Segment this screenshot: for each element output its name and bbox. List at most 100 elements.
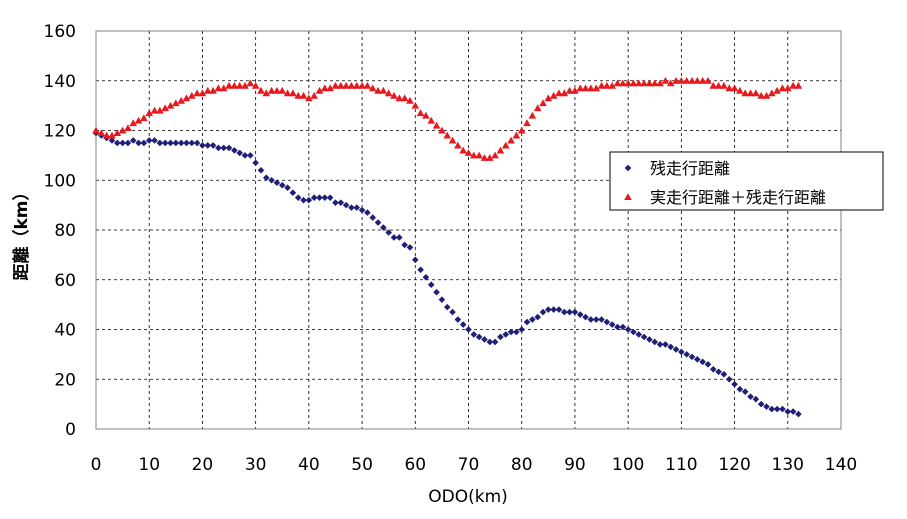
legend-diamond-marker (624, 164, 632, 172)
data-point (549, 91, 558, 99)
data-point (624, 326, 632, 333)
data-point (353, 204, 361, 211)
data-point (608, 321, 616, 328)
data-point (715, 368, 722, 376)
data-point (305, 196, 313, 204)
data-point (390, 234, 398, 241)
data-point (257, 86, 265, 94)
x-tick-label: 40 (298, 455, 320, 475)
data-point (135, 139, 142, 147)
data-point (678, 348, 685, 356)
data-point (783, 84, 792, 92)
data-point (752, 89, 760, 97)
data-point (182, 94, 191, 102)
data-point (560, 308, 568, 316)
data-point (278, 181, 286, 189)
data-point (92, 126, 100, 134)
data-point (214, 84, 223, 92)
data-point (124, 124, 132, 132)
data-point (496, 146, 505, 154)
data-point (177, 139, 185, 147)
data-point (513, 328, 520, 336)
data-point (219, 84, 228, 92)
legend-label-series-2: 実走行距離＋残走行距離 (650, 188, 826, 207)
data-point (672, 76, 680, 84)
data-point (326, 194, 334, 201)
data-point (427, 116, 436, 124)
x-tick-label: 140 (825, 455, 857, 475)
data-point (603, 81, 611, 89)
data-point (630, 328, 637, 336)
x-tick-label: 50 (351, 455, 373, 475)
data-point (598, 316, 605, 323)
legend-item-series-2: 実走行距離＋残走行距離 (624, 188, 826, 207)
data-point (427, 281, 435, 289)
data-point (646, 336, 653, 343)
data-point (406, 96, 414, 104)
data-point (470, 151, 478, 159)
data-point (714, 81, 723, 89)
data-point (358, 206, 366, 214)
data-point (688, 353, 696, 361)
data-point (150, 106, 159, 114)
data-point (230, 81, 239, 89)
data-point (608, 81, 616, 89)
data-point (635, 331, 643, 338)
data-point (113, 129, 122, 137)
data-point (209, 86, 217, 94)
x-tick-label: 10 (138, 455, 160, 475)
data-point (480, 154, 489, 161)
data-point (198, 89, 207, 97)
data-point (683, 351, 690, 358)
data-point (284, 184, 291, 192)
data-point (459, 146, 467, 154)
data-point (699, 358, 706, 366)
data-point (768, 89, 776, 97)
data-point (336, 81, 345, 89)
data-point (406, 244, 414, 251)
data-point (257, 167, 265, 174)
data-point (193, 139, 201, 147)
data-point (401, 241, 408, 249)
data-point (321, 84, 329, 92)
data-point (97, 129, 106, 137)
x-tick-label: 110 (665, 455, 697, 475)
data-point (459, 321, 467, 328)
data-point (465, 326, 472, 333)
data-point (566, 308, 573, 316)
data-point (576, 311, 584, 318)
data-point (571, 308, 579, 316)
data-point (645, 79, 654, 87)
y-tick-label: 60 (54, 271, 76, 291)
data-point (416, 109, 425, 117)
data-point (411, 101, 420, 109)
data-point (545, 306, 552, 313)
data-point (315, 86, 324, 94)
data-point (730, 84, 739, 92)
data-point (352, 81, 361, 89)
data-point (544, 94, 553, 102)
data-point (348, 204, 355, 211)
legend: 残走行距離 実走行距離＋残走行距離 (609, 151, 884, 211)
data-point (667, 343, 675, 351)
series-1 (92, 129, 802, 418)
data-point (102, 131, 111, 139)
data-point (736, 385, 744, 393)
data-point (694, 356, 701, 363)
data-point (757, 400, 765, 408)
data-point (411, 256, 419, 264)
data-point (310, 91, 318, 99)
data-point (640, 333, 648, 341)
data-point (534, 313, 541, 321)
data-point (113, 139, 121, 147)
data-point (151, 137, 158, 144)
y-tick-label: 40 (54, 321, 76, 341)
data-point (236, 149, 243, 157)
data-point (731, 380, 738, 388)
data-point (396, 234, 403, 241)
data-point (262, 174, 270, 182)
data-point (677, 76, 686, 84)
data-point (209, 142, 217, 149)
data-point (438, 126, 446, 134)
data-point (342, 201, 350, 209)
